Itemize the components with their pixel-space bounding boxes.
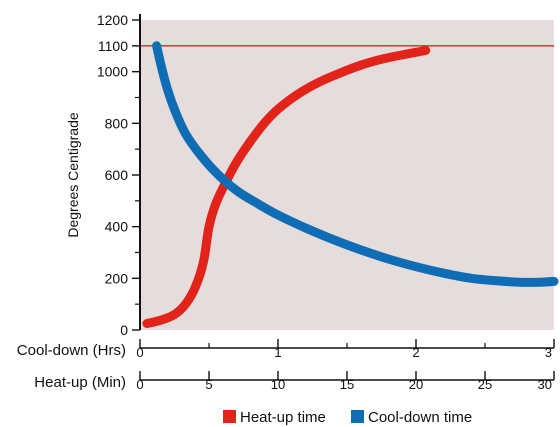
y-tick-label: 800 <box>105 115 129 131</box>
x-tick-label: 0 <box>136 377 143 392</box>
series-line-cool-down-time <box>152 41 559 287</box>
legend-swatch-heat-up-time <box>223 410 236 423</box>
x-tick-label: 0 <box>136 345 143 360</box>
x-tick-label: 30 <box>538 377 552 392</box>
y-tick-label: 400 <box>105 219 129 235</box>
y-tick-label: 0 <box>120 322 128 338</box>
y-tick-label: 1200 <box>97 12 128 28</box>
y-tick-label: 600 <box>105 167 129 183</box>
x-axis-label: Heat-up (Min) <box>34 374 126 391</box>
x-tick-label: 25 <box>478 377 492 392</box>
x-tick-label: 10 <box>271 377 285 392</box>
axes-layer <box>132 14 555 381</box>
y-tick-label: 1100 <box>98 38 128 54</box>
legend-label-cool-down-time: Cool-down time <box>368 409 472 426</box>
series-line-heat-up-time <box>142 46 431 328</box>
y-tick-label: 1000 <box>97 64 128 80</box>
x-axis-label: Cool-down (Hrs) <box>17 342 126 359</box>
legend-label-heat-up-time: Heat-up time <box>240 409 326 426</box>
y-axis-label: Degrees Centigrade <box>65 112 81 238</box>
x-tick-label: 1 <box>274 345 281 360</box>
x-tick-label: 5 <box>205 377 212 392</box>
y-tick-label: 200 <box>105 270 129 286</box>
legend: Heat-up time Cool-down time <box>223 409 472 426</box>
legend-swatch-cool-down-time <box>351 410 364 423</box>
x-tick-label: 3 <box>545 345 552 360</box>
x-tick-label: 20 <box>409 377 423 392</box>
series-layer <box>142 41 559 328</box>
x-tick-label: 2 <box>412 345 419 360</box>
x-tick-label: 15 <box>340 377 354 392</box>
